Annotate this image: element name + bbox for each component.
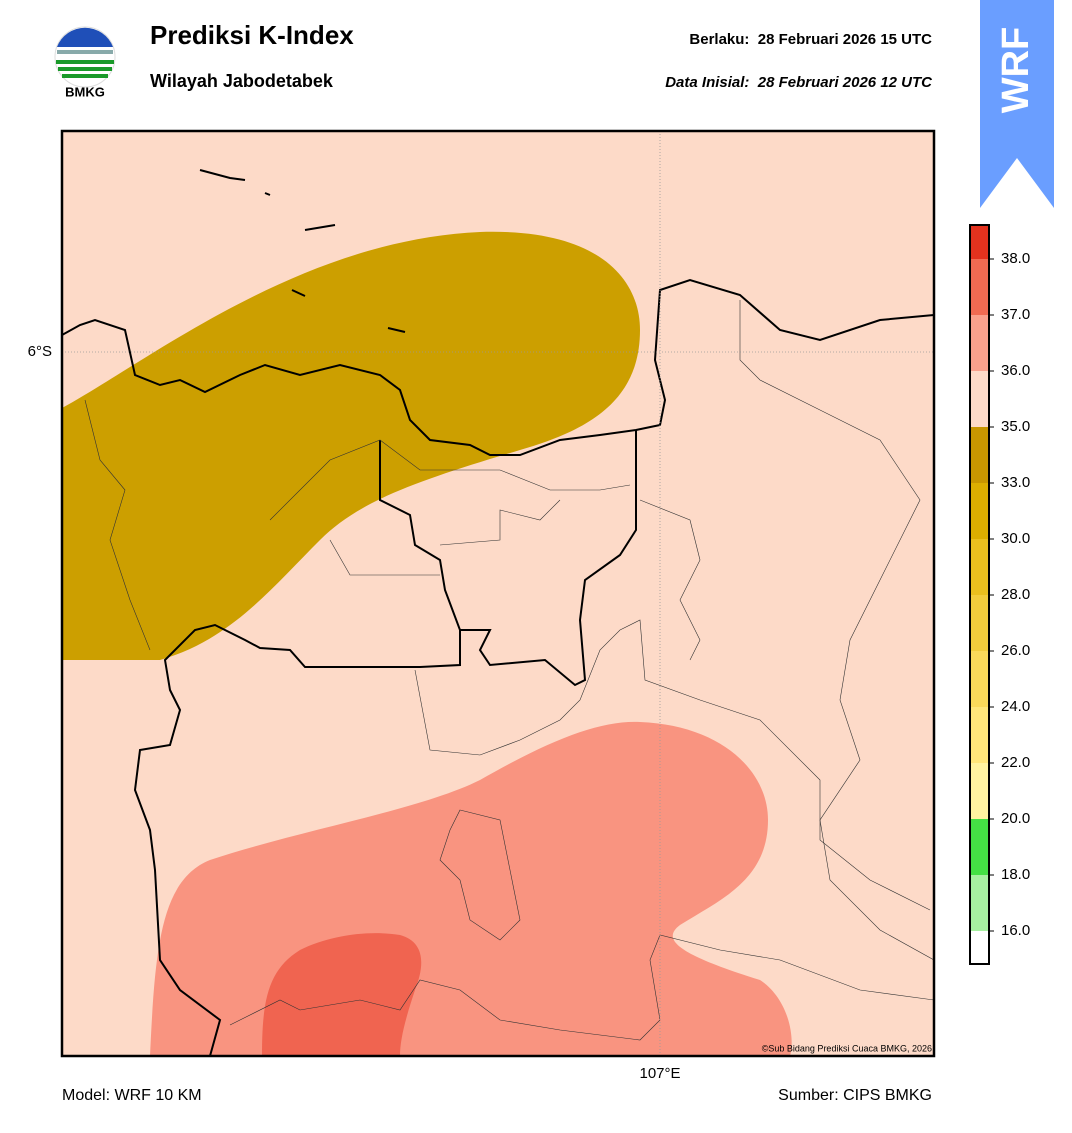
colorbar-segment — [970, 595, 989, 651]
colorbar: 16.0 18.0 20.0 22.0 24.0 26.0 28.0 30.0 33.0 35.0… — [969, 224, 1030, 965]
badge-text: WRF — [995, 27, 1037, 114]
colorbar-tick-label: 24.0 — [1001, 698, 1030, 715]
colorbar-segment — [970, 763, 989, 819]
logo: BMKG — [54, 26, 116, 99]
colorbar-segment — [970, 259, 989, 315]
colorbar-tick-label: 16.0 — [1001, 922, 1030, 939]
colorbar-segment — [970, 539, 989, 595]
subtitle: Wilayah Jabodetabek — [150, 71, 334, 91]
colorbar-segment — [970, 819, 989, 875]
colorbar-segment — [970, 225, 989, 259]
colorbar-segment — [970, 875, 989, 931]
colorbar-segment — [970, 651, 989, 707]
lat-label: 6°S — [28, 343, 52, 360]
colorbar-tick-label: 38.0 — [1001, 250, 1030, 267]
model-label: Model: WRF 10 KM — [62, 1087, 202, 1104]
colorbar-tick-label: 20.0 — [1001, 810, 1030, 827]
colorbar-tick-label: 18.0 — [1001, 866, 1030, 883]
field-33-35 — [62, 231, 640, 660]
district-borders — [84, 300, 934, 1041]
colorbar-tick-label: 33.0 — [1001, 474, 1030, 491]
lon-label: 107°E — [639, 1065, 680, 1082]
colorbar-segment — [970, 483, 989, 539]
source-label: Sumber: CIPS BMKG — [778, 1087, 932, 1104]
logo-text: BMKG — [65, 84, 105, 99]
badge — [980, 0, 1054, 208]
colorbar-tick-label: 26.0 — [1001, 642, 1030, 659]
colorbar-tick-label: 35.0 — [1001, 418, 1030, 435]
colorbar-segment — [970, 315, 989, 371]
colorbar-segment — [970, 427, 989, 483]
colorbar-segment — [970, 707, 989, 763]
colorbar-segment — [970, 931, 989, 964]
colorbar-segment — [970, 371, 989, 427]
valid-time: Berlaku: 28 Februari 2026 15 UTC — [689, 31, 932, 48]
map: ©Sub Bidang Prediksi Cuaca BMKG, 2026 — [62, 131, 934, 1056]
coastline — [62, 169, 934, 1056]
colorbar-tick-label: 37.0 — [1001, 306, 1030, 323]
initial-time: Data Inisial: 28 Februari 2026 12 UTC — [665, 74, 933, 91]
colorbar-tick-label: 28.0 — [1001, 586, 1030, 603]
field-37-38 — [262, 933, 422, 1056]
colorbar-tick-label: 36.0 — [1001, 362, 1030, 379]
colorbar-tick-label: 22.0 — [1001, 754, 1030, 771]
credit: ©Sub Bidang Prediksi Cuaca BMKG, 2026 — [762, 1043, 932, 1053]
colorbar-tick-label: 30.0 — [1001, 530, 1030, 547]
title: Prediksi K-Index — [150, 20, 354, 50]
map-frame — [60, 129, 936, 1058]
